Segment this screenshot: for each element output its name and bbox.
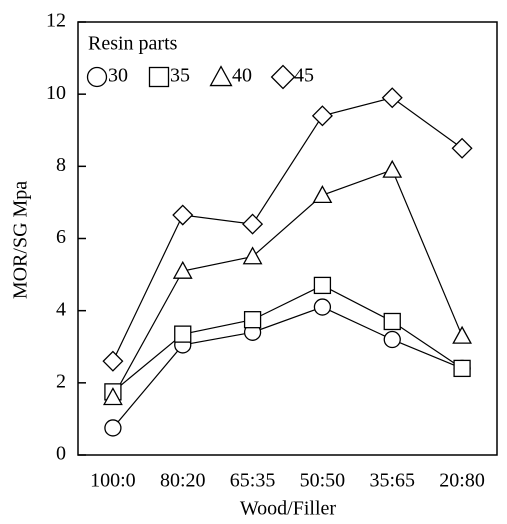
x-tick-label: 35:65 xyxy=(369,470,415,492)
data-point xyxy=(312,185,333,204)
data-point xyxy=(172,260,193,279)
data-point xyxy=(382,159,403,178)
x-tick-label: 65:35 xyxy=(230,470,276,492)
data-point xyxy=(102,350,124,372)
legend-marker xyxy=(86,66,108,88)
data-point xyxy=(104,419,122,437)
y-tick-label: 12 xyxy=(46,10,66,32)
series-line xyxy=(112,306,463,429)
x-tick-label: 50:50 xyxy=(300,470,346,492)
series-line xyxy=(112,97,463,362)
data-point xyxy=(103,387,123,406)
series-line xyxy=(112,284,463,393)
plot-frame xyxy=(77,21,498,456)
data-point xyxy=(383,312,401,331)
series-line xyxy=(112,169,463,398)
legend-label: 45 xyxy=(294,65,314,87)
x-tick-label: 20:80 xyxy=(439,470,485,492)
legend-label: 40 xyxy=(232,65,252,87)
legend-marker xyxy=(209,65,233,87)
legend-title: Resin parts xyxy=(88,33,178,55)
data-point xyxy=(243,311,262,329)
y-axis-title: MOR/SG Mpa xyxy=(10,181,32,299)
y-tick-label: 8 xyxy=(56,154,66,176)
data-point xyxy=(451,137,473,159)
data-point xyxy=(242,246,263,265)
data-point xyxy=(313,276,332,295)
legend-label: 30 xyxy=(108,65,128,87)
y-tick-label: 2 xyxy=(56,370,66,392)
data-point xyxy=(311,105,333,127)
y-tick-label: 4 xyxy=(56,298,66,320)
data-point xyxy=(174,325,192,343)
x-tick-label: 80:20 xyxy=(160,470,206,492)
data-point xyxy=(453,359,471,378)
legend-label: 35 xyxy=(170,65,190,87)
y-tick-label: 10 xyxy=(46,82,66,104)
x-axis-title: Wood/Filler xyxy=(240,498,337,520)
x-tick-label: 100:0 xyxy=(90,470,136,492)
y-tick-label: 6 xyxy=(56,226,66,248)
data-point xyxy=(313,298,332,316)
data-point xyxy=(381,87,403,109)
y-tick-label: 0 xyxy=(56,443,66,465)
legend-marker xyxy=(148,66,170,88)
data-point xyxy=(383,330,401,349)
data-point xyxy=(172,204,194,226)
data-point xyxy=(452,325,472,344)
legend-marker xyxy=(270,64,296,90)
data-point xyxy=(242,213,264,235)
